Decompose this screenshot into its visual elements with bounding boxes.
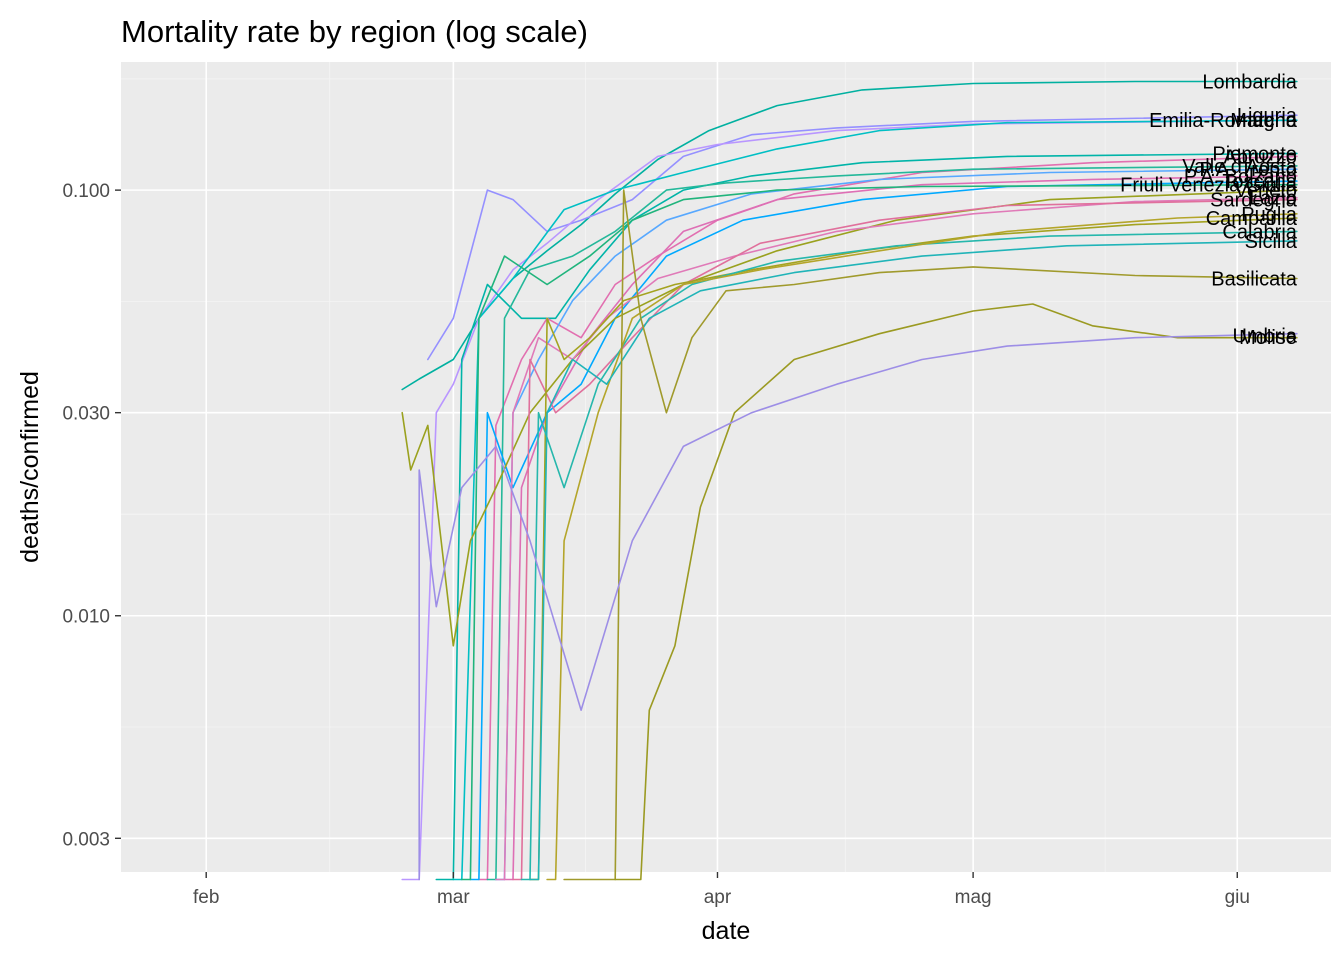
- series-line-friuli-venezia-giulia: [461, 183, 1298, 881]
- region-label-basilicata: Basilicata: [1211, 268, 1297, 290]
- y-tick-label: 0.003: [62, 829, 110, 850]
- series-line-umbria: [614, 303, 1298, 881]
- region-label-liguria: Liguria: [1237, 105, 1298, 127]
- region-label-toscana: Toscana: [1222, 171, 1297, 193]
- series-line-campania: [529, 217, 1298, 881]
- region-label-lazio: Lazio: [1249, 188, 1297, 210]
- series-line-basilicata: [563, 189, 1298, 881]
- series-line-molise: [418, 332, 1298, 881]
- series-line-lombardia: [401, 80, 1298, 391]
- x-tick-label: giu: [1225, 887, 1250, 908]
- chart-title: Mortality rate by region (log scale): [121, 14, 588, 49]
- region-label-molise: Molise: [1239, 327, 1297, 349]
- series-lines: [401, 80, 1298, 881]
- region-label-abruzzo: Abruzzo: [1224, 146, 1297, 168]
- series-line-toscana: [469, 180, 1298, 881]
- region-label-sardegna: Sardegna: [1210, 190, 1298, 212]
- region-label-sicilia: Sicilia: [1245, 231, 1298, 253]
- region-label-p-a-bolzano: P.A. Bolzano: [1184, 166, 1297, 188]
- region-label-puglia: Puglia: [1241, 204, 1297, 226]
- series-line-p-a-bolzano: [503, 175, 1298, 881]
- x-tick-label: apr: [704, 887, 732, 908]
- region-label-umbria: Umbria: [1232, 326, 1297, 348]
- x-axis-title: date: [702, 917, 751, 945]
- region-label-friuli-venezia-giulia: Friuli Venezia Giulia: [1120, 175, 1298, 197]
- series-line-marche: [452, 119, 1298, 881]
- y-axis: 0.003 0.010 0.030 0.100: [62, 181, 121, 850]
- series-line-puglia: [546, 213, 1298, 881]
- series-line-sicilia: [529, 240, 1298, 881]
- series-line-emilia-romagna: [401, 119, 1298, 881]
- region-label-calabria: Calabria: [1222, 221, 1297, 243]
- y-tick-label: 0.030: [62, 404, 110, 425]
- x-axis: feb mar apr mag giu: [193, 872, 1250, 908]
- region-label-valle-d-aosta: Valle d'Aosta: [1182, 156, 1298, 178]
- y-axis-title: deaths/confirmed: [16, 371, 44, 563]
- y-tick-label: 0.010: [62, 607, 110, 628]
- region-label-campania: Campania: [1206, 208, 1298, 230]
- region-label-emilia-romagna: Emilia-Romagna: [1149, 110, 1298, 132]
- major-gridlines: [121, 62, 1331, 872]
- y-tick-label: 0.100: [62, 181, 110, 202]
- region-label-piemonte: Piemonte: [1212, 143, 1297, 165]
- region-label-lombardia: Lombardia: [1202, 71, 1297, 93]
- x-tick-label: feb: [193, 887, 219, 908]
- series-line-piemonte: [435, 152, 1298, 881]
- series-line-veneto: [401, 189, 1298, 647]
- series-line-valle-d-aosta: [486, 165, 1298, 881]
- x-tick-label: mag: [955, 887, 992, 908]
- region-label-veneto: Veneto: [1235, 180, 1297, 202]
- region-label-marche: Marche: [1230, 110, 1297, 132]
- series-line-liguria: [427, 114, 1298, 361]
- region-label-p-a-trento: P.A. Trento: [1199, 159, 1296, 181]
- x-tick-label: mar: [437, 887, 470, 908]
